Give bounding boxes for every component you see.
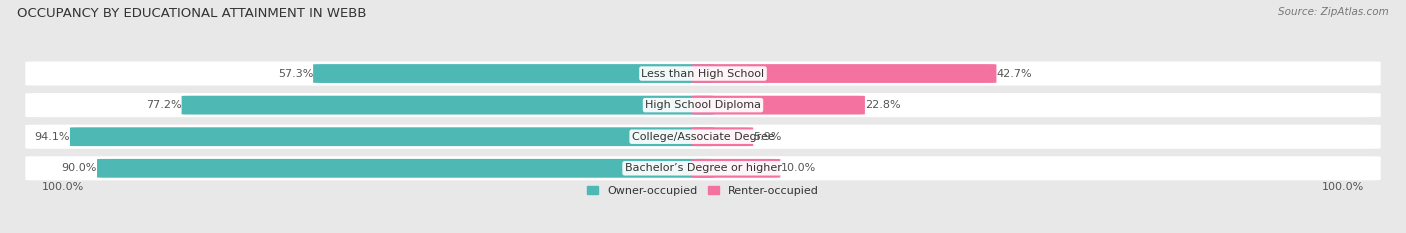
Text: 5.9%: 5.9%	[754, 132, 782, 142]
Text: 57.3%: 57.3%	[278, 69, 314, 79]
FancyBboxPatch shape	[181, 96, 714, 115]
FancyBboxPatch shape	[692, 159, 780, 178]
Text: OCCUPANCY BY EDUCATIONAL ATTAINMENT IN WEBB: OCCUPANCY BY EDUCATIONAL ATTAINMENT IN W…	[17, 7, 367, 20]
Text: 42.7%: 42.7%	[997, 69, 1032, 79]
FancyBboxPatch shape	[97, 159, 714, 178]
Text: 22.8%: 22.8%	[865, 100, 900, 110]
Text: 94.1%: 94.1%	[34, 132, 70, 142]
FancyBboxPatch shape	[25, 62, 1381, 86]
Text: 100.0%: 100.0%	[42, 182, 84, 192]
Text: Less than High School: Less than High School	[641, 69, 765, 79]
Legend: Owner-occupied, Renter-occupied: Owner-occupied, Renter-occupied	[586, 186, 820, 196]
FancyBboxPatch shape	[692, 96, 865, 115]
Text: 90.0%: 90.0%	[62, 163, 97, 173]
FancyBboxPatch shape	[692, 64, 997, 83]
Text: High School Diploma: High School Diploma	[645, 100, 761, 110]
Text: 100.0%: 100.0%	[1322, 182, 1364, 192]
FancyBboxPatch shape	[25, 125, 1381, 149]
FancyBboxPatch shape	[692, 127, 754, 146]
Text: Bachelor’s Degree or higher: Bachelor’s Degree or higher	[624, 163, 782, 173]
FancyBboxPatch shape	[25, 93, 1381, 117]
FancyBboxPatch shape	[25, 156, 1381, 180]
Text: 77.2%: 77.2%	[146, 100, 181, 110]
FancyBboxPatch shape	[314, 64, 714, 83]
FancyBboxPatch shape	[70, 127, 714, 146]
Text: Source: ZipAtlas.com: Source: ZipAtlas.com	[1278, 7, 1389, 17]
Text: 10.0%: 10.0%	[780, 163, 815, 173]
Text: College/Associate Degree: College/Associate Degree	[631, 132, 775, 142]
